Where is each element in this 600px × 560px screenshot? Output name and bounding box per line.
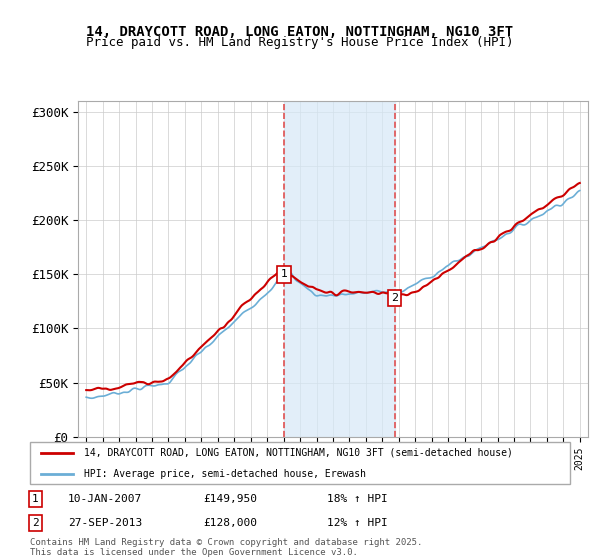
Text: 1: 1 bbox=[32, 494, 39, 504]
Text: 10-JAN-2007: 10-JAN-2007 bbox=[68, 494, 142, 504]
Text: 12% ↑ HPI: 12% ↑ HPI bbox=[327, 518, 388, 528]
Text: Contains HM Land Registry data © Crown copyright and database right 2025.
This d: Contains HM Land Registry data © Crown c… bbox=[30, 538, 422, 557]
Bar bbox=[284, 101, 395, 437]
Text: Price paid vs. HM Land Registry's House Price Index (HPI): Price paid vs. HM Land Registry's House … bbox=[86, 36, 514, 49]
Text: 2: 2 bbox=[391, 293, 398, 303]
Text: 2: 2 bbox=[32, 518, 39, 528]
Text: 27-SEP-2013: 27-SEP-2013 bbox=[68, 518, 142, 528]
FancyBboxPatch shape bbox=[30, 442, 570, 484]
Text: 18% ↑ HPI: 18% ↑ HPI bbox=[327, 494, 388, 504]
Text: HPI: Average price, semi-detached house, Erewash: HPI: Average price, semi-detached house,… bbox=[84, 469, 366, 479]
Text: 14, DRAYCOTT ROAD, LONG EATON, NOTTINGHAM, NG10 3FT: 14, DRAYCOTT ROAD, LONG EATON, NOTTINGHA… bbox=[86, 25, 514, 39]
Text: 1: 1 bbox=[281, 269, 288, 279]
Text: £128,000: £128,000 bbox=[203, 518, 257, 528]
Text: £149,950: £149,950 bbox=[203, 494, 257, 504]
Text: 14, DRAYCOTT ROAD, LONG EATON, NOTTINGHAM, NG10 3FT (semi-detached house): 14, DRAYCOTT ROAD, LONG EATON, NOTTINGHA… bbox=[84, 448, 513, 458]
